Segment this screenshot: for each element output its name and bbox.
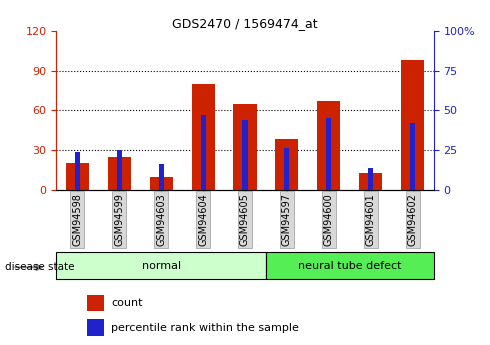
Bar <box>192 84 215 190</box>
Bar <box>200 115 206 190</box>
Bar <box>75 152 80 190</box>
Bar <box>275 139 298 190</box>
Text: GSM94603: GSM94603 <box>156 193 166 246</box>
Bar <box>233 104 257 190</box>
Bar <box>410 123 415 190</box>
Text: GSM94599: GSM94599 <box>114 193 124 246</box>
Title: GDS2470 / 1569474_at: GDS2470 / 1569474_at <box>172 17 318 30</box>
Text: disease state: disease state <box>5 263 74 272</box>
Text: GSM94605: GSM94605 <box>240 193 250 246</box>
Bar <box>149 177 172 190</box>
Text: percentile rank within the sample: percentile rank within the sample <box>111 323 299 333</box>
Text: GSM94601: GSM94601 <box>366 193 376 246</box>
Bar <box>243 120 247 190</box>
Bar <box>56 252 266 279</box>
Bar <box>326 118 331 190</box>
Bar <box>401 60 424 190</box>
Bar <box>318 101 341 190</box>
Text: GSM94604: GSM94604 <box>198 193 208 246</box>
Bar <box>368 168 373 190</box>
Text: GSM94597: GSM94597 <box>282 193 292 246</box>
Bar <box>359 172 382 190</box>
Bar <box>117 150 122 190</box>
Text: GSM94598: GSM94598 <box>73 193 82 246</box>
Text: GSM94602: GSM94602 <box>408 193 417 246</box>
Bar <box>284 148 290 190</box>
Text: neural tube defect: neural tube defect <box>298 261 402 270</box>
Bar <box>66 163 89 190</box>
Text: count: count <box>111 298 143 308</box>
Bar <box>108 157 131 190</box>
Text: GSM94600: GSM94600 <box>324 193 334 246</box>
Bar <box>159 164 164 190</box>
Bar <box>87 319 103 336</box>
Bar <box>266 252 434 279</box>
Text: normal: normal <box>142 261 181 270</box>
Bar <box>87 295 103 311</box>
